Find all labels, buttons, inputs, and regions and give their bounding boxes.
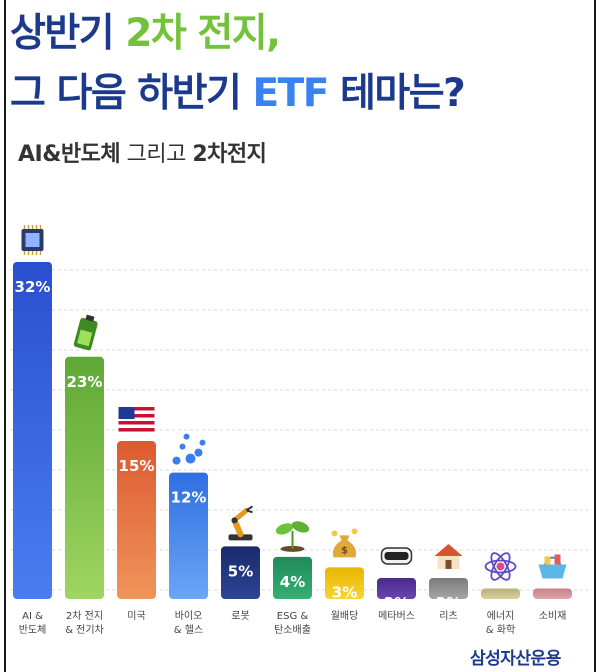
- bar-value-label: 15%: [119, 457, 155, 475]
- bar-group: 23% 2차 전지 & 전기차: [65, 314, 104, 636]
- bar: [221, 546, 260, 599]
- bar-value-label: 23%: [67, 373, 103, 391]
- category-label: 미국: [127, 610, 145, 622]
- category-label: 탄소배출: [274, 624, 311, 636]
- atom-icon: [484, 552, 517, 581]
- bar: [533, 588, 572, 599]
- bar-value-label: 4%: [280, 573, 305, 591]
- bar-group: 32% AI & 반도체: [13, 225, 52, 636]
- bar: [325, 567, 364, 599]
- bar-value-label: 1%: [488, 604, 513, 622]
- category-label: 소비재: [539, 610, 567, 622]
- category-label: & 전기차: [65, 624, 104, 636]
- bar: [169, 472, 208, 599]
- chip-icon: [21, 225, 44, 255]
- bar-value-label: 32%: [15, 278, 51, 296]
- category-label: 로봇: [231, 610, 249, 622]
- bar: [429, 577, 468, 599]
- category-label: 월배당: [331, 610, 359, 622]
- house-icon: [434, 543, 463, 569]
- bar-group: 1%소비재: [533, 554, 572, 622]
- category-label: 2차 전지: [66, 610, 103, 622]
- category-label: AI &: [22, 611, 43, 622]
- brand-logo-text: 삼성자산운용: [470, 649, 561, 669]
- bar-group: 1%에너지 & 화학: [481, 552, 520, 636]
- bar-value-label: 5%: [228, 562, 253, 580]
- title-line-1: 상반기 2차 전지,: [10, 11, 281, 56]
- bar-value-label: 3%: [332, 583, 357, 601]
- category-label: 바이오: [175, 610, 203, 622]
- bar-group: 12% 바이오 & 헬스: [169, 433, 208, 636]
- bar-group: 2%리츠: [429, 543, 468, 622]
- bar-value-label: 2%: [384, 594, 409, 612]
- bar: [377, 577, 416, 599]
- subtitle: AI&반도체 그리고 2차전지: [18, 142, 267, 167]
- bar-value-label: 12%: [171, 489, 207, 507]
- bar-group: 3% $ 월배당: [325, 528, 364, 622]
- bar: [117, 441, 156, 599]
- bar-group: 2%메타버스: [377, 547, 416, 622]
- category-label: 리츠: [439, 610, 457, 622]
- category-label: 반도체: [19, 624, 47, 636]
- bar-value-label: 2%: [436, 594, 461, 612]
- bar-group: 4% ESG & 탄소배출: [273, 521, 312, 636]
- category-label: 에너지: [487, 610, 515, 622]
- battery-icon: [73, 314, 98, 351]
- bar: [481, 588, 520, 599]
- chip-core: [25, 233, 40, 247]
- sprout-icon: [275, 521, 310, 552]
- category-label: ESG &: [277, 611, 309, 622]
- bar-group: 5% 로봇: [221, 505, 260, 622]
- bar: [273, 556, 312, 599]
- bar-group: 15% 미국: [117, 407, 156, 622]
- shopping-basket-icon: [538, 554, 567, 579]
- svg-text:$: $: [341, 545, 348, 556]
- vr-headset-icon: [380, 547, 413, 565]
- title-line-2: 그 다음 하반기 ETF 테마는?: [10, 71, 466, 116]
- money-bag-icon: $: [331, 528, 358, 558]
- bar: [13, 262, 52, 599]
- category-label: & 헬스: [174, 624, 203, 636]
- category-label: 메타버스: [378, 610, 415, 622]
- molecule-icon: [172, 433, 206, 465]
- bar: [65, 356, 104, 599]
- category-label: & 화학: [486, 624, 515, 636]
- bar-value-label: 1%: [540, 604, 565, 622]
- robot-arm-icon: [228, 505, 254, 541]
- us-flag-icon: [118, 407, 155, 432]
